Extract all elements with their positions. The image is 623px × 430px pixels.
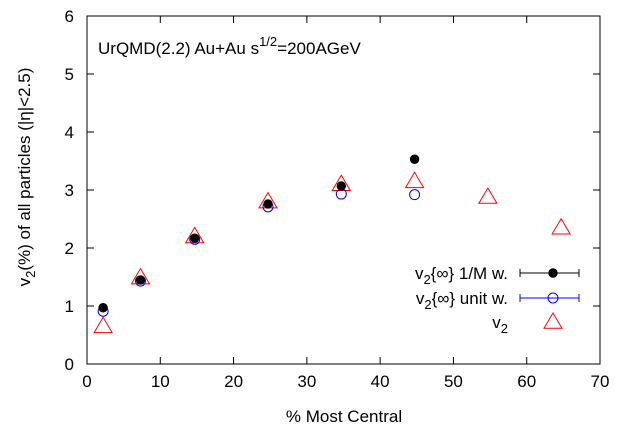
data-point [336,181,347,191]
x-tick-label: 30 [297,372,316,391]
legend-label: v2 [492,313,508,336]
data-point [190,233,200,243]
y-tick-label: 4 [65,123,74,142]
y-axis-label: v2(%) of all particles (|η|<2.5) [15,68,38,287]
data-point [409,154,420,164]
y-tick-label: 1 [65,297,74,316]
legend-entry: v2{∞} 1/M w. [415,264,580,287]
data-point [404,171,425,189]
data-point [93,316,113,334]
legend-label: v2{∞} 1/M w. [415,264,508,287]
y-axis-label-rest: (%) of all particles (|η|<2.5) [15,68,34,271]
annotation-prefix: UrQMD(2.2) Au+Au s [98,39,259,58]
x-axis-label: % Most Central [286,407,402,426]
data-point [263,199,273,209]
legend-marker [543,312,563,329]
data-point [135,275,146,285]
x-tick-label: 20 [224,372,243,391]
x-tick-label: 70 [591,372,610,391]
x-tick-label: 50 [444,372,463,391]
y-tick-label: 5 [65,65,74,84]
chart-annotation: UrQMD(2.2) Au+Au s1/2=200AGeV [98,34,361,58]
y-tick-label: 2 [65,239,74,258]
y-tick-label: 3 [65,181,74,200]
legend-marker [547,292,559,304]
legend-label: v2{∞} unit w. [416,289,508,312]
annotation-suffix: =200AGeV [277,39,361,58]
annotation-superscript: 1/2 [259,34,277,49]
data-point [409,189,421,201]
data-point [98,303,108,313]
data-point [477,186,498,204]
data-point [551,217,572,235]
y-tick-label: 6 [65,7,74,26]
y-axis-label-main: v [15,277,34,286]
legend-marker [548,268,558,278]
x-tick-label: 60 [517,372,536,391]
x-tick-label: 0 [82,372,91,391]
x-tick-label: 40 [371,372,390,391]
y-axis-label-sub: 2 [23,271,38,278]
legend-entry: v2{∞} unit w. [416,289,580,312]
legend-entry: v2 [492,312,563,336]
y-tick-label: 0 [65,355,74,374]
x-tick-label: 10 [151,372,170,391]
